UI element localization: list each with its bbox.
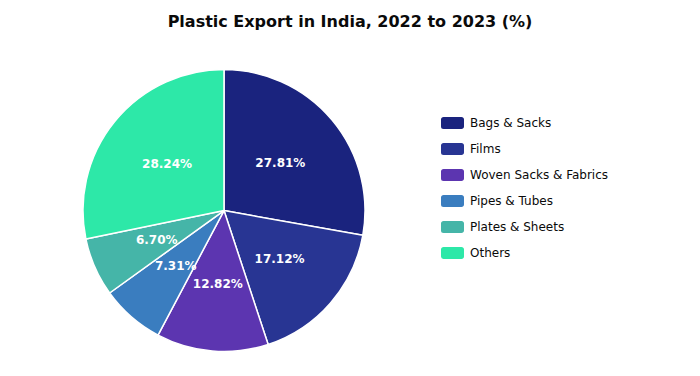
svg-text:7.31%: 7.31% — [155, 259, 197, 273]
svg-text:Films: Films — [470, 142, 501, 156]
svg-text:12.82%: 12.82% — [193, 277, 243, 291]
svg-text:28.24%: 28.24% — [142, 157, 192, 171]
svg-text:6.70%: 6.70% — [136, 233, 178, 247]
svg-text:17.12%: 17.12% — [255, 252, 305, 266]
svg-text:Plates & Sheets: Plates & Sheets — [470, 220, 564, 234]
svg-text:27.81%: 27.81% — [255, 156, 305, 170]
svg-text:Plastic Export in India, 2022: Plastic Export in India, 2022 to 2023 (%… — [168, 12, 533, 31]
svg-text:Others: Others — [470, 246, 510, 260]
svg-text:Bags & Sacks: Bags & Sacks — [470, 116, 551, 130]
svg-text:Woven Sacks & Fabrics: Woven Sacks & Fabrics — [470, 168, 608, 182]
svg-text:Pipes & Tubes: Pipes & Tubes — [470, 194, 553, 208]
